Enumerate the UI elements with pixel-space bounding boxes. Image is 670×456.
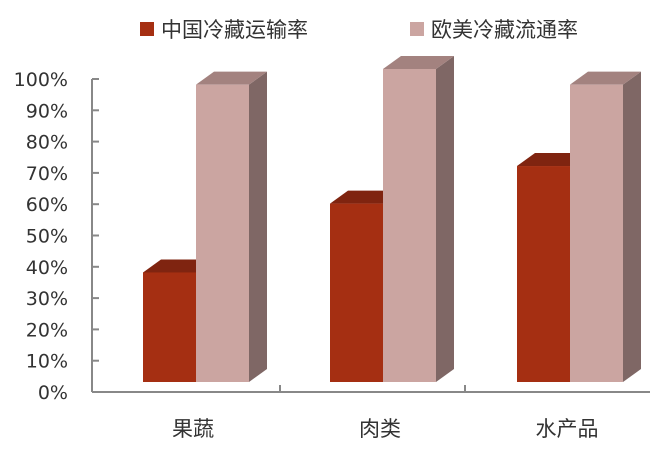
y-tick-label: 0% xyxy=(38,382,68,404)
bar-1-1 xyxy=(383,69,436,382)
bar-side xyxy=(436,56,454,382)
bar-side xyxy=(249,71,267,383)
y-tick-label: 60% xyxy=(26,194,68,216)
bar-top xyxy=(196,71,267,85)
bar-top xyxy=(570,71,641,85)
y-tick-label: 50% xyxy=(26,226,68,248)
y-tick-label: 20% xyxy=(26,319,68,341)
y-tick-label: 70% xyxy=(26,163,68,185)
bar-0-0 xyxy=(143,272,196,382)
legend-swatch xyxy=(410,22,424,36)
x-tick-label: 果蔬 xyxy=(172,417,214,441)
y-tick-label: 80% xyxy=(26,132,68,154)
legend-label: 中国冷藏运输率 xyxy=(161,18,308,42)
y-tick-label: 100% xyxy=(14,69,68,91)
legend-label: 欧美冷藏流通率 xyxy=(431,18,578,42)
bar-side xyxy=(623,71,641,383)
y-tick-label: 40% xyxy=(26,257,68,279)
bar-2-0 xyxy=(517,166,570,382)
y-tick-label: 30% xyxy=(26,288,68,310)
legend-swatch xyxy=(140,22,154,36)
x-tick-label: 水产品 xyxy=(536,417,599,441)
x-tick-label: 肉类 xyxy=(359,417,401,441)
bar-0-1 xyxy=(196,84,249,383)
y-tick-label: 10% xyxy=(26,351,68,373)
y-tick-label: 90% xyxy=(26,100,68,122)
bar-2-1 xyxy=(570,84,623,383)
bar-top xyxy=(383,56,454,69)
bar-1-0 xyxy=(330,203,383,382)
